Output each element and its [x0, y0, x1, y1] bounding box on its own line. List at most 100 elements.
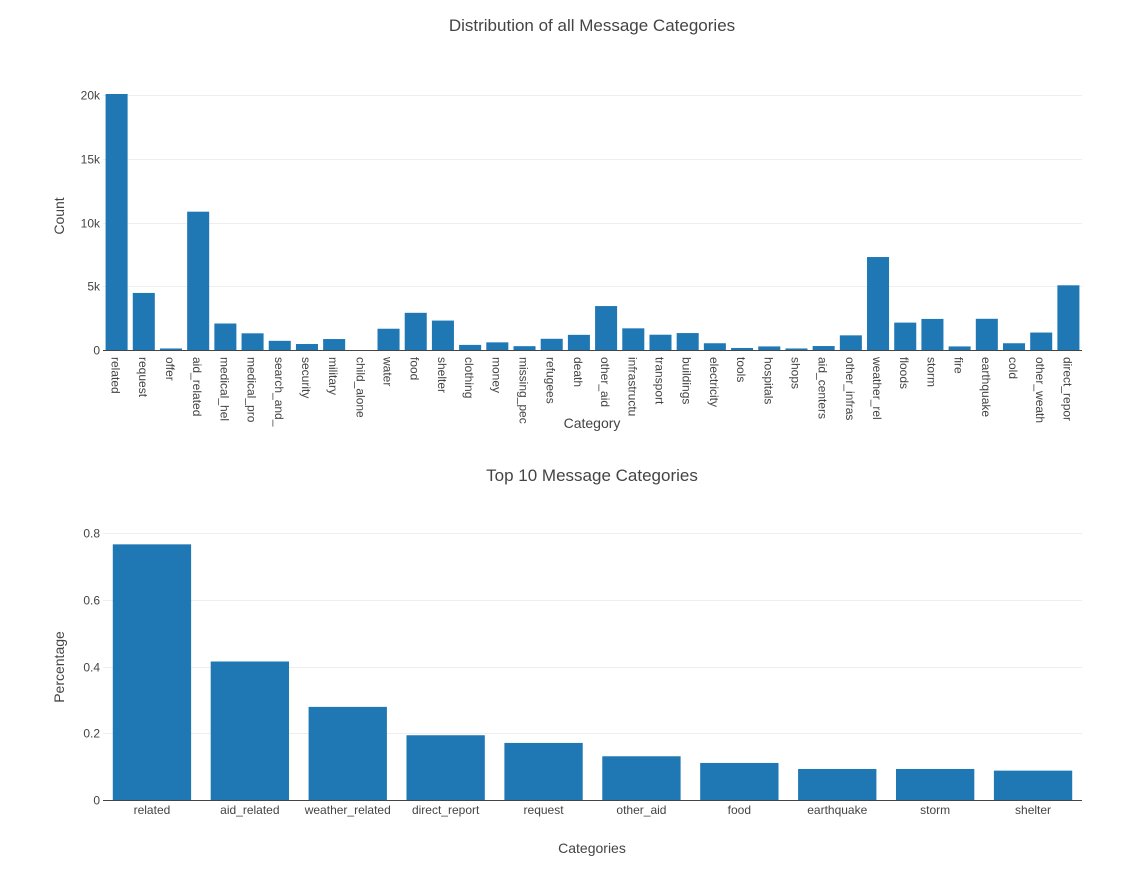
- x-tick-label: request: [524, 803, 565, 817]
- x-tick-label: other_weath: [1033, 357, 1047, 423]
- bar-aid_related: [210, 661, 290, 800]
- bar-hospitals: [758, 346, 781, 350]
- x-tick-label: offer: [163, 357, 177, 381]
- x-tick-label: other_aid: [598, 357, 612, 407]
- x-tick-label: hospitals: [761, 357, 775, 404]
- bar-storm: [921, 318, 944, 350]
- y-axis-label: Count: [51, 197, 67, 234]
- bar-money: [486, 342, 509, 350]
- y-tick-label: 15k: [81, 153, 101, 167]
- x-tick-labels: related request offer aid_related medical_he…: [109, 356, 1075, 427]
- x-tick-label: storm: [924, 357, 938, 387]
- x-tick-label: weather_rel: [870, 356, 884, 420]
- bar-medical_pro: [241, 333, 264, 350]
- y-tick-label: 20k: [81, 89, 101, 103]
- x-tick-label: child_alone: [353, 357, 367, 418]
- bar-offer: [159, 348, 182, 350]
- x-tick-label: military: [326, 357, 340, 395]
- chart-title: Top 10 Message Categories: [486, 466, 698, 485]
- top-10-categories-chart: Top 10 Message Categories 00.20.40.60.8 …: [51, 466, 1082, 856]
- bar-tools: [731, 347, 754, 350]
- bar-fire: [948, 346, 971, 350]
- y-tick-label: 0.6: [83, 594, 100, 608]
- x-tick-label: shelter: [1015, 803, 1051, 817]
- x-tick-label: storm: [920, 803, 950, 817]
- bar-weather_rel: [867, 257, 890, 350]
- x-tick-label: food: [728, 803, 751, 817]
- x-tick-label: related: [134, 803, 171, 817]
- bar-floods: [894, 322, 917, 350]
- bar-related: [112, 544, 192, 800]
- bar-shelter: [431, 320, 454, 350]
- bar-death: [567, 334, 590, 350]
- x-tick-label: other_infras: [843, 357, 857, 420]
- bar-clothing: [459, 344, 482, 350]
- x-tick-label: search_and_: [272, 357, 286, 427]
- y-tick-label: 0: [93, 794, 100, 808]
- x-tick-label: death: [571, 357, 585, 387]
- x-tick-label: tools: [734, 357, 748, 382]
- x-tick-label: medical_pro: [245, 357, 259, 423]
- bar-military: [323, 339, 346, 350]
- bar-security: [295, 344, 318, 350]
- y-axis-label: Percentage: [51, 631, 67, 703]
- y-tick-label: 10k: [81, 217, 101, 231]
- y-tick-labels: 0 5k 10k 15k 20k: [81, 89, 101, 358]
- x-tick-label: related: [109, 357, 123, 394]
- category-distribution-chart: Distribution of all Message Categories 0…: [51, 16, 1082, 431]
- x-tick-label: missing_pec: [517, 357, 531, 424]
- bar-infrastructu: [622, 328, 645, 350]
- bar-other_aid: [602, 756, 681, 800]
- bar-search_and_: [268, 340, 291, 350]
- bar-buildings: [676, 333, 699, 350]
- x-tick-labels: related aid_related weather_related direct_…: [134, 803, 1051, 817]
- x-tick-label: transport: [652, 357, 666, 405]
- bar-aid_related: [187, 211, 210, 350]
- x-tick-label: shops: [788, 357, 802, 389]
- x-tick-label: security: [299, 357, 313, 398]
- bar-water: [377, 328, 400, 350]
- bar-food: [404, 312, 427, 350]
- x-tick-label: aid_related: [190, 357, 204, 416]
- x-tick-label: shelter: [435, 357, 449, 393]
- bar-food: [700, 762, 779, 800]
- bar-direct_repor: [1057, 285, 1080, 350]
- y-tick-label: 5k: [87, 280, 101, 294]
- x-tick-label: fire: [952, 357, 966, 374]
- bar-request: [132, 292, 155, 350]
- x-tick-label: cold: [1006, 357, 1020, 379]
- bars: [112, 544, 1073, 800]
- y-tick-label: 0.4: [83, 661, 100, 675]
- x-tick-label: weather_related: [304, 803, 391, 817]
- x-axis-label: Categories: [558, 840, 626, 856]
- y-tick-labels: 0 0.2 0.4 0.6 0.8: [83, 527, 100, 808]
- bar-earthquake: [798, 768, 877, 800]
- x-tick-label: money: [489, 357, 503, 393]
- bar-refugees: [540, 338, 563, 350]
- x-tick-label: infrastructu: [625, 357, 639, 416]
- y-tick-label: 0.8: [83, 527, 100, 541]
- x-tick-label: other_aid: [616, 803, 666, 817]
- x-tick-label: aid_related: [220, 803, 279, 817]
- bar-other_infras: [839, 335, 862, 350]
- chart-title: Distribution of all Message Categories: [449, 16, 735, 35]
- x-tick-label: buildings: [680, 357, 694, 404]
- x-axis-label: Category: [564, 415, 621, 431]
- bar-electricity: [703, 343, 726, 350]
- bar-shops: [785, 348, 808, 350]
- x-tick-label: request: [136, 357, 150, 398]
- bar-earthquake: [975, 318, 998, 350]
- bars: [105, 94, 1080, 350]
- x-tick-label: electricity: [707, 357, 721, 407]
- x-tick-label: refugees: [544, 357, 558, 404]
- y-tick-label: 0.2: [83, 727, 100, 741]
- bar-related: [105, 94, 128, 350]
- bar-aid_centers: [812, 346, 835, 350]
- x-tick-label: floods: [897, 357, 911, 389]
- x-tick-label: direct_repor: [1060, 357, 1074, 421]
- x-tick-label: medical_hel: [217, 357, 231, 421]
- x-tick-label: earthquake: [979, 357, 993, 417]
- bar-medical_hel: [214, 323, 237, 350]
- x-tick-label: water: [381, 356, 395, 386]
- bar-storm: [895, 768, 975, 800]
